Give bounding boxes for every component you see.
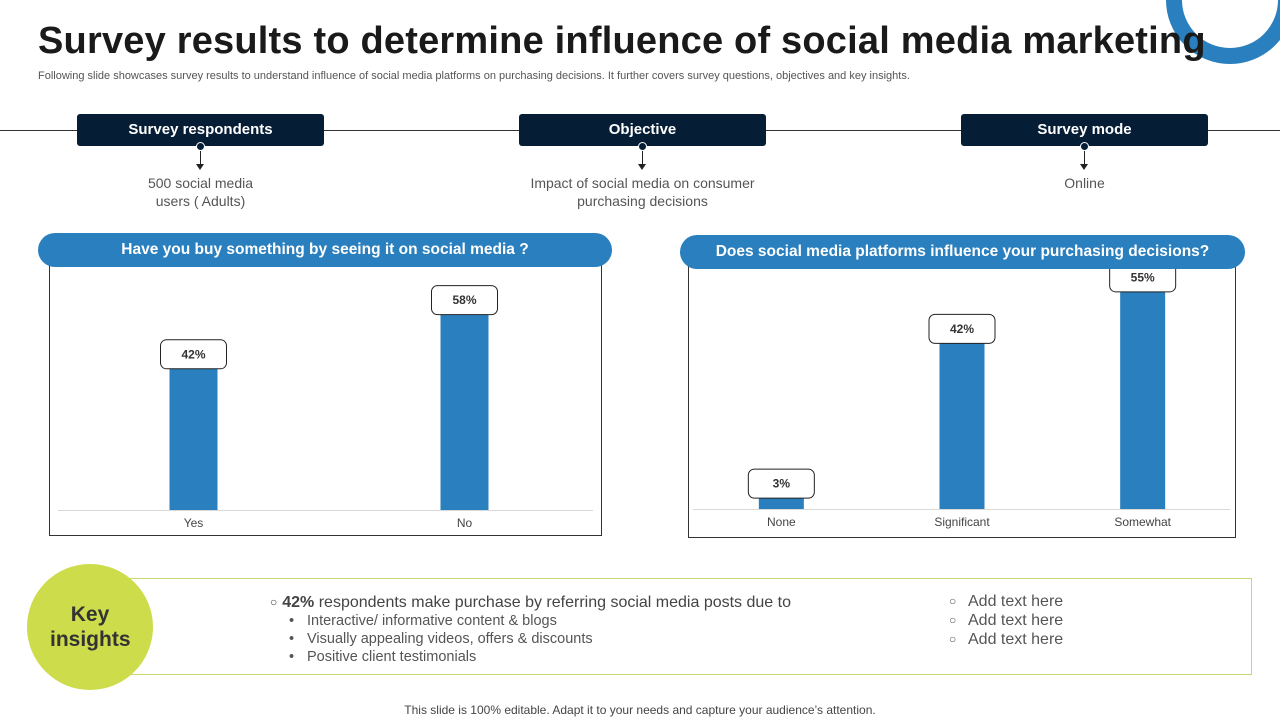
data-label-box [160, 339, 227, 370]
footer-note: This slide is 100% editable. Adapt it to… [404, 703, 876, 717]
data-label: 42% [181, 347, 205, 361]
page-subtitle: Following slide showcases survey results… [38, 70, 910, 82]
list-item: Add text here [949, 592, 1063, 611]
category-label: No [457, 516, 473, 530]
list-item: Interactive/ informative content & blogs [289, 612, 593, 630]
insight-pct: 42% [282, 594, 315, 611]
list-item: Positive client testimonials [289, 648, 593, 666]
chart-panel-influence: 3% None 42% Significant 55% Somewhat Does soc… [680, 235, 1245, 538]
info-label: Objective [519, 114, 766, 146]
page-title: Survey results to determine influence of… [38, 20, 1206, 62]
data-label-box [747, 468, 815, 499]
category-label: Significant [934, 515, 990, 529]
list-item: Add text here [949, 611, 1063, 630]
chart-frame: 42% Yes 58% No [49, 250, 602, 536]
data-label-box [431, 285, 498, 316]
info-survey-respondents: Survey respondents 500 social media user… [77, 114, 324, 210]
insights-box [108, 578, 1252, 675]
key-insights-badge: Key insights [27, 564, 153, 690]
bar [939, 342, 985, 509]
insight-main-text: respondents make purchase by referring s… [314, 594, 791, 611]
key-insights-label: Key insights [50, 603, 131, 651]
bar [440, 313, 489, 510]
category-label: None [767, 515, 796, 529]
bar [169, 367, 218, 510]
info-value: Online [1064, 175, 1105, 191]
decorative-arc [1166, 0, 1280, 64]
bar [758, 497, 804, 509]
list-item: Add text here [949, 630, 1063, 649]
info-value: 500 social media users ( Adults) [147, 175, 254, 209]
info-label: Survey mode [961, 114, 1208, 146]
info-label: Survey respondents [77, 114, 324, 146]
data-label-box [928, 313, 996, 344]
chart-svg-influence: 3% None 42% Significant 55% Somewhat [693, 262, 1230, 529]
chart-frame: 3% None 42% Significant 55% Somewhat [688, 252, 1236, 538]
insight-sub-list: Interactive/ informative content & blogs… [289, 612, 593, 666]
arrow-down-icon [196, 142, 205, 170]
data-label: 3% [773, 477, 791, 491]
info-objective: Objective Impact of social media on cons… [519, 114, 766, 210]
bar [1120, 290, 1166, 509]
insight-main: ○ 42% respondents make purchase by referr… [270, 594, 791, 612]
insight-right-list: Add text here Add text here Add text her… [949, 592, 1063, 649]
list-item: Visually appealing videos, offers & disc… [289, 630, 593, 648]
info-value: Impact of social media on consumer purch… [530, 175, 755, 209]
arrow-down-icon [638, 142, 647, 170]
chart-panel-buy: 42% Yes 58% No Have you buy something by se… [38, 233, 612, 536]
arrow-down-icon [1080, 142, 1089, 170]
data-label: 42% [950, 322, 974, 336]
chart-svg-buy: 42% Yes 58% No [58, 285, 593, 530]
category-label: Somewhat [1114, 515, 1171, 529]
info-survey-mode: Survey mode Online [961, 114, 1208, 192]
category-label: Yes [184, 516, 204, 530]
data-label: 58% [452, 293, 476, 307]
circle-bullet-icon: ○ [270, 595, 278, 609]
chart-title: Have you buy something by seeing it on s… [38, 233, 612, 267]
data-label: 55% [1131, 270, 1155, 284]
chart-title: Does social media platforms influence yo… [680, 235, 1245, 269]
